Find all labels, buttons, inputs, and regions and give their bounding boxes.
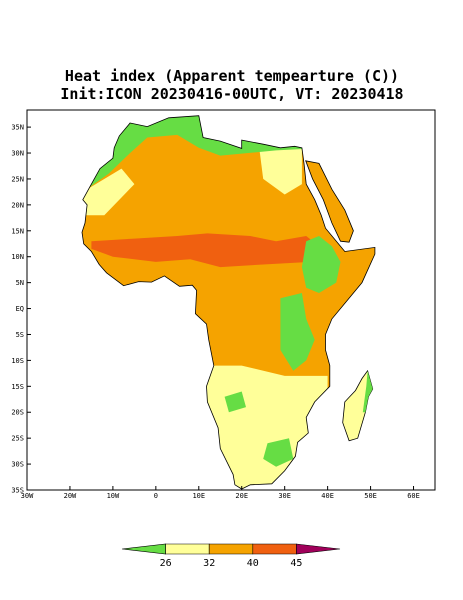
lat-tick-label: 15N (11, 227, 24, 235)
field-region (91, 233, 320, 268)
lat-tick-label: 10S (11, 357, 24, 365)
colorbar: 26 32 40 45 (121, 543, 341, 569)
axes: 30W 20W 10W 0 10E 20E 30E 40E 50E 60E 35N 30N 25N 20N… (11, 124, 420, 500)
madagascar-coast-field (362, 370, 373, 413)
map-title: Heat index (Apparent tempearture (C)) (65, 67, 399, 85)
lat-tick-label: 35S (11, 487, 24, 495)
colorbar-label: 45 (290, 558, 302, 569)
lat-tick-label: 25N (11, 175, 24, 183)
lat-tick-label: 30S (11, 461, 24, 469)
lat-tick-label: 5N (16, 279, 24, 287)
map-subtitle: Init:ICON 20230416-00UTC, VT: 20230418 (60, 85, 403, 103)
lon-tick-label: 0 (154, 492, 158, 500)
field-region (82, 168, 135, 216)
lat-tick-label: 5S (16, 331, 24, 339)
lon-tick-label: 50E (364, 492, 377, 500)
colorbar-label: 40 (247, 558, 259, 569)
lon-tick-label: 30E (278, 492, 291, 500)
lat-tick-label: 30N (11, 150, 24, 158)
lon-tick-label: 60E (407, 492, 420, 500)
lon-tick-label: 40E (321, 492, 334, 500)
lat-tick-label: 15S (11, 383, 24, 391)
colorbar-swatch (252, 543, 297, 555)
colorbar-swatch (165, 543, 210, 555)
lat-tick-label: 25S (11, 435, 24, 443)
colorbar-swatch (121, 543, 166, 555)
map-area (26, 109, 436, 491)
lon-tick-label: 30W (21, 492, 34, 500)
lon-tick-label: 20E (235, 492, 248, 500)
field-region (224, 391, 246, 413)
lat-tick-label: 10N (11, 253, 24, 261)
field-region (263, 438, 294, 467)
field-region (258, 145, 302, 195)
lat-tick-label: 35N (11, 124, 24, 132)
lat-tick-label: 20S (11, 409, 24, 417)
lon-tick-label: 10W (107, 492, 120, 500)
colorbar-swatch (208, 543, 254, 555)
lon-tick-label: 20W (64, 492, 77, 500)
colorbar-label: 26 (160, 558, 172, 569)
field-region (280, 293, 315, 371)
lat-tick-label: 20N (11, 201, 24, 209)
field-region (301, 236, 341, 293)
colorbar-label: 32 (203, 558, 215, 569)
colorbar-swatch (296, 543, 341, 555)
lon-tick-label: 10E (192, 492, 205, 500)
coastline (81, 115, 376, 490)
lat-tick-label: EQ (16, 305, 24, 313)
map-frame (26, 109, 436, 491)
madagascar (342, 369, 374, 442)
